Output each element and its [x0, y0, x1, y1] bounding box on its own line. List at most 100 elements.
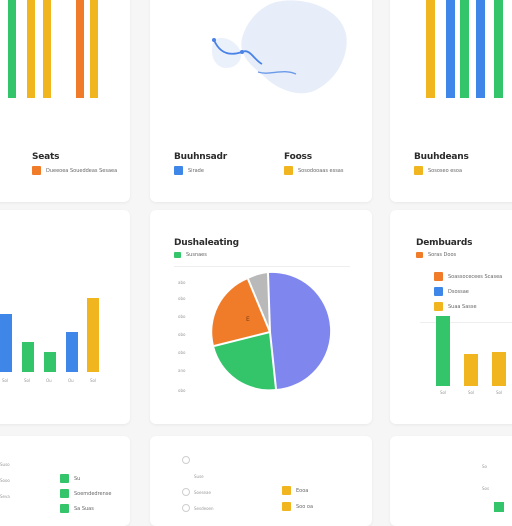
legend-item: Su — [60, 474, 80, 483]
axis-tick: abo — [178, 280, 186, 285]
bar — [43, 0, 51, 98]
radio-list — [182, 456, 190, 512]
bar — [494, 502, 504, 512]
legend-label: Soemdedrense — [74, 490, 112, 497]
row-label: Suso — [0, 462, 10, 467]
legend-item: Soras Doos — [416, 252, 456, 258]
bar — [90, 0, 98, 98]
grid-line — [174, 266, 350, 267]
radio-icon — [182, 504, 190, 512]
card-top-center: Buuhnsadr Sirade Fooss Sosodooaas essas — [150, 0, 372, 202]
legend-label: Dsossae — [448, 288, 469, 295]
pie-chart — [212, 272, 331, 390]
bar — [476, 0, 485, 98]
legend-swatch — [282, 486, 291, 495]
card-left-mid: Sol Sol Ou Ou Sol — [0, 210, 130, 424]
axis-tick: obo — [178, 332, 186, 337]
card-title: Dushaleating — [174, 238, 239, 248]
legend-label: Soras Doos — [428, 252, 457, 258]
legend-swatch — [32, 166, 41, 175]
legend-item: Sosodooaas essas — [284, 166, 343, 175]
legend-swatch — [434, 287, 443, 296]
legend-swatch — [60, 489, 69, 498]
legend-label: Sirade — [188, 167, 204, 174]
legend-swatch — [434, 302, 443, 311]
bar — [494, 0, 503, 98]
card-bottom-center: Suse Soeseae Sesdeoen Eooa Soo oa — [150, 436, 372, 526]
legend-label: Susnaes — [186, 252, 207, 258]
axis-tick: Sol — [496, 390, 503, 395]
axis-tick: Sol — [90, 378, 97, 383]
card-title: Fooss — [284, 152, 312, 162]
legend-item: Sirade — [174, 166, 204, 175]
card-center: Dushaleating Susnaes abo obo obo obo obo… — [150, 210, 372, 424]
bar — [8, 0, 16, 98]
legend-swatch — [60, 474, 69, 483]
pie-slice-purple — [268, 272, 331, 389]
legend-item: Sososeo esoa — [414, 166, 462, 175]
legend-swatch — [284, 166, 293, 175]
bar — [66, 332, 78, 372]
radio-icon — [182, 456, 190, 464]
axis-tick: obo — [178, 388, 186, 393]
axis-tick: Sol — [2, 378, 9, 383]
bar — [87, 298, 99, 372]
row-label: Soeseae — [194, 490, 211, 495]
legend-item: Eooa — [282, 486, 308, 495]
axis-tick: Sol — [440, 390, 447, 395]
pie-slice-orange — [212, 279, 270, 346]
pie-slice-green — [214, 332, 276, 390]
card-right-mid: Dembuards Soras Doos Soassocecees Scasea… — [390, 210, 512, 424]
bar — [27, 0, 35, 98]
legend-swatch — [174, 166, 183, 175]
legend-swatch — [174, 252, 181, 258]
legend-swatch — [60, 504, 69, 513]
legend-item: Susnaes — [174, 252, 207, 258]
legend-item: Soemdedrense — [60, 489, 111, 498]
legend-swatch — [282, 502, 291, 511]
legend-item: Suaa Sasse — [434, 302, 477, 311]
legend-swatch — [416, 252, 423, 258]
legend-label: Su — [74, 475, 81, 482]
card-top-left: Seats Dueeoea Soueddeas Sesaea — [0, 0, 130, 202]
row-label: Sos — [482, 486, 490, 491]
card-title: Buuhdeans — [414, 152, 469, 162]
axis-tick: ano — [178, 368, 186, 373]
legend-label: Suaa Sasse — [448, 303, 477, 310]
card-top-right: Buuhdeans Sososeo esoa — [390, 0, 512, 202]
row-label: Sooo — [0, 478, 10, 483]
legend-label: Soo oa — [296, 503, 314, 510]
legend-label: Sosodooaas essas — [298, 167, 344, 174]
card-title: Buuhnsadr — [174, 152, 227, 162]
legend-label: Eooa — [296, 487, 309, 494]
map-illustration — [211, 0, 347, 94]
bar — [460, 0, 469, 98]
axis-tick: obo — [178, 350, 186, 355]
legend-item: Dsossae — [434, 287, 469, 296]
legend-label: Dueeoea Soueddeas Sesaea — [46, 167, 118, 174]
legend-item: Dueeoea Soueddeas Sesaea — [32, 166, 117, 175]
axis-tick: Sol — [24, 378, 31, 383]
pie-label: E — [246, 316, 250, 323]
axis-tick: obo — [178, 314, 186, 319]
bar — [492, 352, 506, 386]
card-bottom-right: So Sos — [390, 436, 512, 526]
legend-label: Sososeo esoa — [428, 167, 463, 174]
axis-tick: Sol — [468, 390, 475, 395]
axis-tick: obo — [178, 296, 186, 301]
bar — [22, 342, 34, 372]
bar — [76, 0, 84, 98]
radio-icon — [182, 488, 190, 496]
bar — [436, 316, 450, 386]
row-label: Sesdeoen — [194, 506, 214, 511]
bar — [464, 354, 478, 386]
row-label: So — [482, 464, 487, 469]
card-bottom-left: Suso Sooo Seva Su Soemdedrense Sa Suas — [0, 436, 130, 526]
bar — [44, 352, 56, 372]
legend-item: Soo oa — [282, 502, 313, 511]
legend-swatch — [434, 272, 443, 281]
legend-swatch — [414, 166, 423, 175]
legend-item: Sa Suas — [60, 504, 94, 513]
bar — [0, 314, 12, 372]
legend-label: Soassocecees Scasea — [448, 273, 503, 280]
